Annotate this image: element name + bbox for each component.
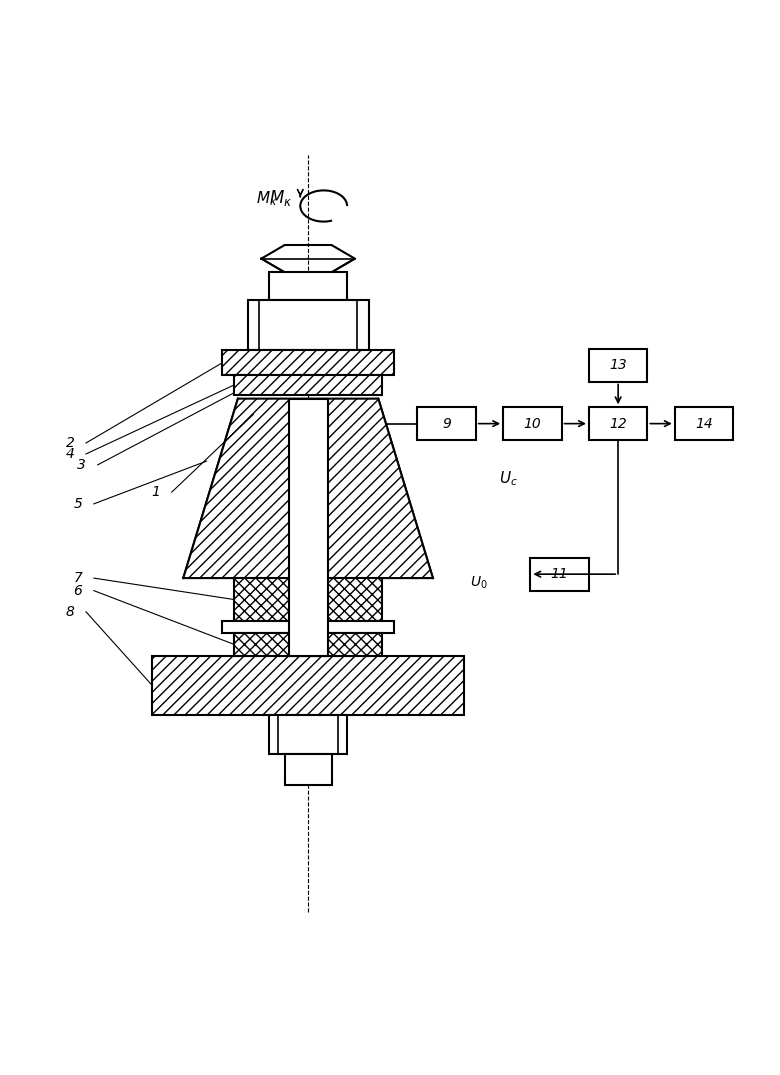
- Text: 4: 4: [66, 447, 75, 461]
- Bar: [589, 407, 647, 440]
- Text: 9: 9: [442, 417, 451, 431]
- Bar: [234, 578, 382, 621]
- Bar: [222, 621, 394, 633]
- Bar: [285, 754, 332, 785]
- Text: 14: 14: [695, 417, 713, 431]
- Text: $M_\kappa$: $M_\kappa$: [256, 189, 277, 207]
- Polygon shape: [183, 399, 433, 578]
- Text: 10: 10: [523, 417, 541, 431]
- Text: $U_0$: $U_0$: [470, 574, 488, 591]
- Bar: [269, 715, 347, 754]
- Text: 8: 8: [66, 604, 75, 618]
- Bar: [269, 272, 347, 300]
- Text: 13: 13: [609, 358, 627, 372]
- Bar: [152, 656, 464, 715]
- Bar: [248, 300, 369, 350]
- Text: 6: 6: [73, 584, 83, 598]
- Text: $M_\kappa$: $M_\kappa$: [269, 188, 292, 209]
- Bar: [222, 350, 394, 375]
- Text: 7: 7: [73, 571, 83, 585]
- Text: 3: 3: [77, 458, 87, 472]
- Text: 12: 12: [609, 417, 627, 431]
- Bar: [234, 633, 382, 656]
- Bar: [589, 348, 647, 382]
- Bar: [417, 407, 476, 440]
- Bar: [675, 407, 733, 440]
- Text: 5: 5: [73, 497, 83, 511]
- Text: 2: 2: [66, 436, 75, 450]
- Bar: [503, 407, 562, 440]
- Text: 1: 1: [151, 485, 161, 499]
- Bar: [530, 558, 589, 590]
- Bar: [289, 399, 328, 656]
- Bar: [234, 375, 382, 395]
- Text: $U_c$: $U_c$: [499, 470, 518, 488]
- Text: 11: 11: [551, 568, 569, 582]
